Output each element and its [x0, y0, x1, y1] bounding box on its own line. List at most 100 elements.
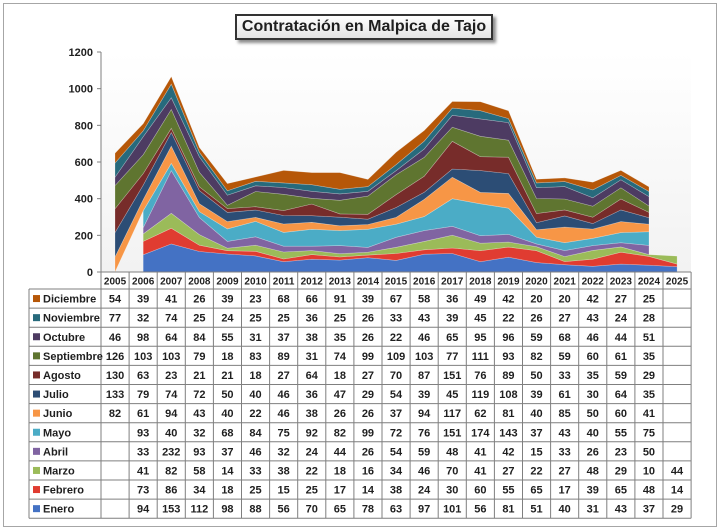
data-cell: 63 — [390, 504, 402, 516]
data-cell: 35 — [587, 370, 599, 382]
data-cell: 46 — [249, 446, 261, 458]
data-cell: 61 — [559, 389, 571, 401]
data-cell: 64 — [165, 332, 178, 344]
data-cell: 40 — [165, 427, 177, 439]
data-cell: 61 — [615, 351, 627, 363]
data-cell: 85 — [559, 408, 571, 420]
data-cell: 36 — [306, 389, 318, 401]
data-cell: 24 — [306, 446, 319, 458]
data-cell: 32 — [137, 313, 149, 325]
data-cell: 35 — [334, 332, 346, 344]
data-cell: 18 — [249, 370, 261, 382]
area-series-group — [114, 75, 678, 273]
data-cell: 72 — [193, 389, 205, 401]
x-category-label: 2016 — [413, 277, 436, 288]
y-tick-label: 600 — [75, 157, 93, 169]
data-cell: 77 — [109, 313, 121, 325]
data-cell: 93 — [502, 351, 514, 363]
data-cell: 73 — [137, 485, 149, 497]
data-cell: 14 — [362, 485, 375, 497]
area-series-diciembre — [114, 75, 650, 193]
data-cell: 46 — [418, 465, 430, 477]
data-cell: 34 — [390, 465, 403, 477]
data-cell: 22 — [249, 408, 261, 420]
data-cell: 22 — [390, 332, 402, 344]
data-cell: 54 — [109, 294, 122, 306]
data-cell: 81 — [502, 408, 514, 420]
data-cell: 40 — [559, 504, 571, 516]
data-cell: 76 — [418, 427, 430, 439]
data-cell: 25 — [278, 313, 290, 325]
data-cell: 43 — [418, 313, 430, 325]
data-cell: 23 — [615, 446, 627, 458]
data-cell: 26 — [362, 408, 374, 420]
data-cell: 65 — [615, 485, 627, 497]
data-cell: 27 — [615, 294, 627, 306]
data-cell: 79 — [193, 351, 205, 363]
data-cell: 22 — [530, 465, 542, 477]
data-cell: 103 — [134, 351, 152, 363]
data-cell: 93 — [193, 446, 205, 458]
data-cell: 26 — [530, 313, 542, 325]
x-category-label: 2013 — [329, 277, 352, 288]
data-cell: 151 — [443, 370, 461, 382]
legend-label-enero: Enero — [43, 504, 74, 516]
data-cell: 25 — [193, 313, 205, 325]
data-cell: 40 — [587, 427, 599, 439]
data-cell: 70 — [390, 370, 402, 382]
data-cell: 32 — [193, 427, 205, 439]
data-cell: 40 — [221, 408, 233, 420]
data-cell: 59 — [530, 332, 542, 344]
data-cell: 14 — [221, 465, 234, 477]
data-cell: 33 — [559, 370, 571, 382]
data-cell: 143 — [499, 427, 517, 439]
data-cell: 62 — [474, 408, 486, 420]
data-cell: 75 — [278, 427, 290, 439]
legend-label-octubre: Octubre — [43, 332, 85, 344]
data-cell: 81 — [502, 504, 514, 516]
x-category-label: 2025 — [666, 277, 689, 288]
legend-label-abril: Abril — [43, 446, 68, 458]
data-cell: 33 — [249, 465, 261, 477]
x-category-label: 2008 — [188, 277, 211, 288]
data-cell: 25 — [643, 294, 655, 306]
data-cell: 43 — [193, 408, 205, 420]
data-cell: 101 — [443, 504, 461, 516]
legend-key-diciembre — [33, 295, 40, 303]
data-cell: 75 — [643, 427, 655, 439]
data-cell: 70 — [446, 465, 458, 477]
data-cell: 94 — [418, 408, 431, 420]
data-cell: 38 — [306, 408, 318, 420]
data-cell: 56 — [278, 504, 290, 516]
data-cell: 33 — [390, 313, 402, 325]
legend-key-marzo — [33, 466, 40, 474]
data-cell: 17 — [559, 485, 571, 497]
data-cell: 25 — [249, 313, 261, 325]
data-cell: 45 — [446, 389, 458, 401]
x-category-label: 2020 — [525, 277, 548, 288]
data-cell: 23 — [249, 294, 261, 306]
data-cell: 82 — [165, 465, 177, 477]
data-cell: 64 — [615, 389, 628, 401]
data-cell: 18 — [221, 351, 233, 363]
legend-key-febrero — [33, 486, 40, 494]
data-cell: 66 — [306, 294, 318, 306]
data-cell: 64 — [306, 370, 319, 382]
legend-key-julio — [33, 390, 40, 398]
data-cell: 39 — [587, 485, 599, 497]
data-cell: 39 — [137, 294, 149, 306]
data-cell: 56 — [474, 504, 486, 516]
legend-label-marzo: Marzo — [43, 465, 75, 477]
data-cell: 29 — [362, 389, 374, 401]
data-cell: 84 — [193, 332, 206, 344]
data-cell: 48 — [446, 446, 458, 458]
data-cell: 117 — [443, 408, 461, 420]
data-cell: 42 — [502, 294, 514, 306]
data-cell: 36 — [446, 294, 458, 306]
data-cell: 38 — [390, 485, 402, 497]
data-cell: 22 — [502, 313, 514, 325]
data-cell: 63 — [137, 370, 149, 382]
data-cell: 76 — [474, 370, 486, 382]
x-category-label: 2023 — [610, 277, 633, 288]
x-category-label: 2015 — [385, 277, 408, 288]
